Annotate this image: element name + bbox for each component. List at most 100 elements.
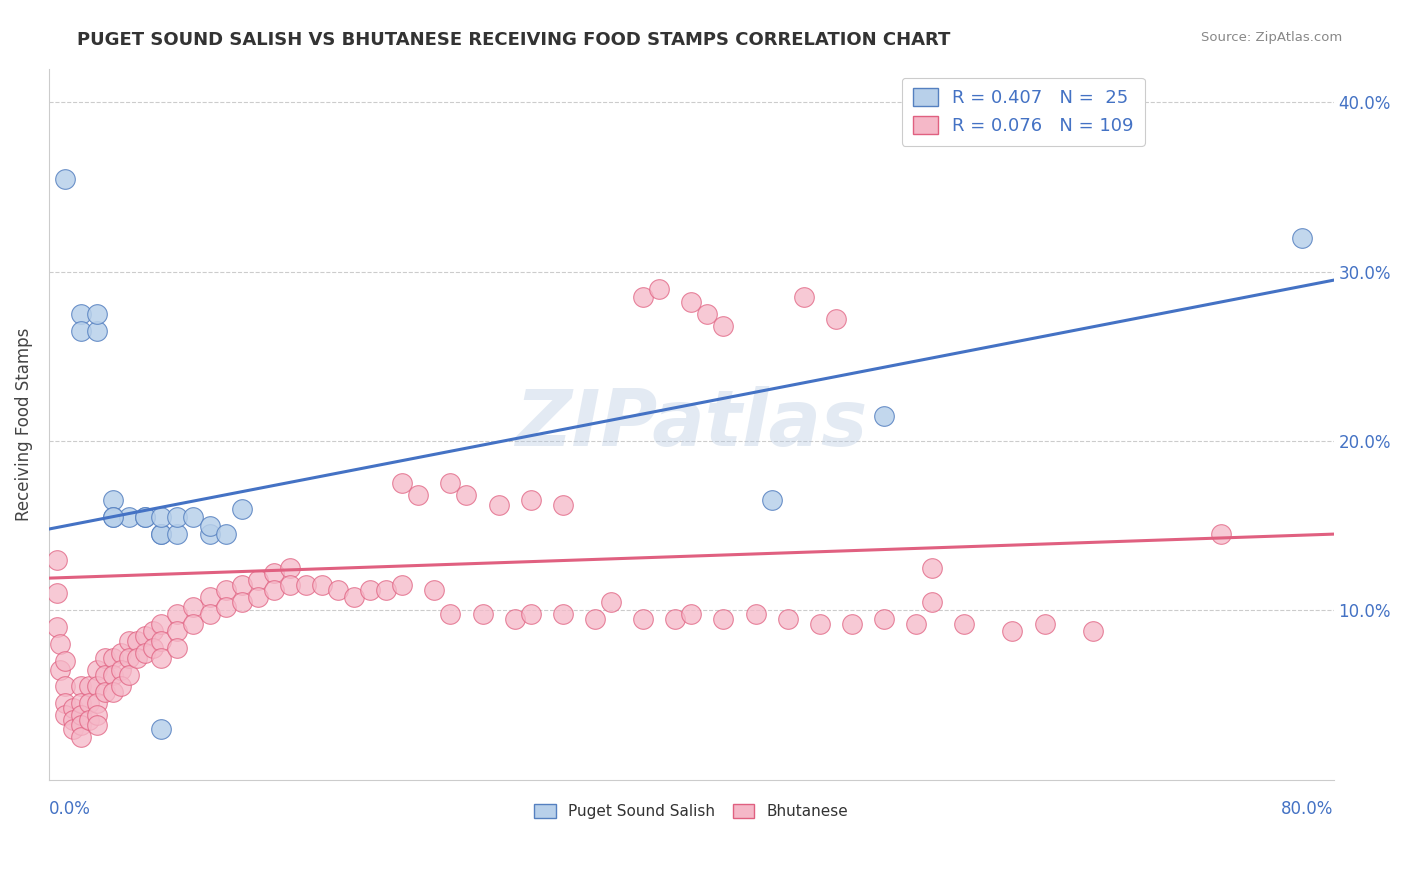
Point (94, 650, 117, 665)
Point (118, 633, 141, 648)
Text: PUGET SOUND SALISH VS BHUTANESE RECEIVING FOOD STAMPS CORRELATION CHART: PUGET SOUND SALISH VS BHUTANESE RECEIVIN… (77, 31, 950, 49)
Point (519, 493, 541, 508)
Point (1081, 624, 1104, 638)
Point (94, 684, 117, 698)
Point (423, 582, 446, 597)
Point (86, 324, 108, 338)
Point (103, 510, 125, 524)
Point (1211, 527, 1233, 541)
Point (110, 680, 132, 694)
Point (439, 607, 461, 621)
Point (70, 324, 93, 338)
Point (263, 582, 285, 597)
Point (62, 722, 84, 736)
Point (77, 697, 100, 711)
Point (86, 718, 108, 732)
Y-axis label: Receiving Food Stamps: Receiving Food Stamps (15, 327, 32, 521)
Point (696, 307, 718, 321)
Point (326, 582, 349, 597)
Point (53, 680, 76, 694)
Point (214, 599, 236, 614)
Point (583, 612, 606, 626)
Point (103, 510, 125, 524)
Point (166, 624, 188, 638)
Point (921, 561, 943, 575)
Point (70, 708, 93, 723)
Point (231, 501, 253, 516)
Point (86, 307, 108, 321)
Point (134, 510, 156, 524)
Point (77, 680, 100, 694)
Point (631, 290, 654, 304)
Point (86, 663, 108, 677)
Point (142, 624, 165, 638)
Point (246, 590, 269, 604)
Point (776, 612, 799, 626)
Point (166, 527, 188, 541)
Point (103, 493, 125, 508)
Point (70, 718, 93, 732)
Point (134, 629, 156, 643)
Point (1033, 616, 1056, 631)
Point (134, 510, 156, 524)
Point (873, 612, 896, 626)
Point (49, 637, 72, 651)
Point (713, 318, 735, 333)
Point (471, 607, 494, 621)
Point (70, 731, 93, 745)
Point (118, 650, 141, 665)
Point (183, 616, 205, 631)
Point (198, 607, 221, 621)
Point (664, 612, 686, 626)
Point (198, 527, 221, 541)
Point (295, 578, 318, 592)
Point (166, 640, 188, 655)
Point (198, 518, 221, 533)
Point (166, 607, 188, 621)
Point (46, 586, 69, 600)
Point (1291, 231, 1313, 245)
Point (681, 607, 703, 621)
Text: Source: ZipAtlas.com: Source: ZipAtlas.com (1202, 31, 1343, 45)
Point (183, 510, 205, 524)
Point (62, 701, 84, 715)
Point (166, 510, 188, 524)
Point (103, 684, 125, 698)
Point (343, 590, 366, 604)
Point (150, 722, 173, 736)
Text: 80.0%: 80.0% (1281, 800, 1334, 818)
Point (375, 582, 398, 597)
Point (631, 612, 654, 626)
Point (118, 510, 141, 524)
Point (551, 499, 574, 513)
Point (600, 595, 623, 609)
Point (134, 646, 156, 660)
Point (278, 561, 301, 575)
Point (103, 650, 125, 665)
Point (198, 590, 221, 604)
Point (94, 667, 117, 681)
Point (150, 527, 173, 541)
Point (103, 667, 125, 681)
Text: ZIPatlas: ZIPatlas (515, 386, 868, 462)
Point (46, 620, 69, 634)
Point (311, 578, 333, 592)
Legend: Puget Sound Salish, Bhutanese: Puget Sound Salish, Bhutanese (529, 797, 855, 825)
Text: 0.0%: 0.0% (49, 800, 91, 818)
Point (183, 599, 205, 614)
Point (110, 646, 132, 660)
Point (49, 663, 72, 677)
Point (231, 578, 253, 592)
Point (808, 616, 831, 631)
Point (793, 290, 815, 304)
Point (118, 667, 141, 681)
Point (681, 295, 703, 310)
Point (278, 578, 301, 592)
Point (53, 697, 76, 711)
Point (150, 510, 173, 524)
Point (150, 633, 173, 648)
Point (953, 616, 976, 631)
Point (70, 697, 93, 711)
Point (110, 663, 132, 677)
Point (86, 708, 108, 723)
